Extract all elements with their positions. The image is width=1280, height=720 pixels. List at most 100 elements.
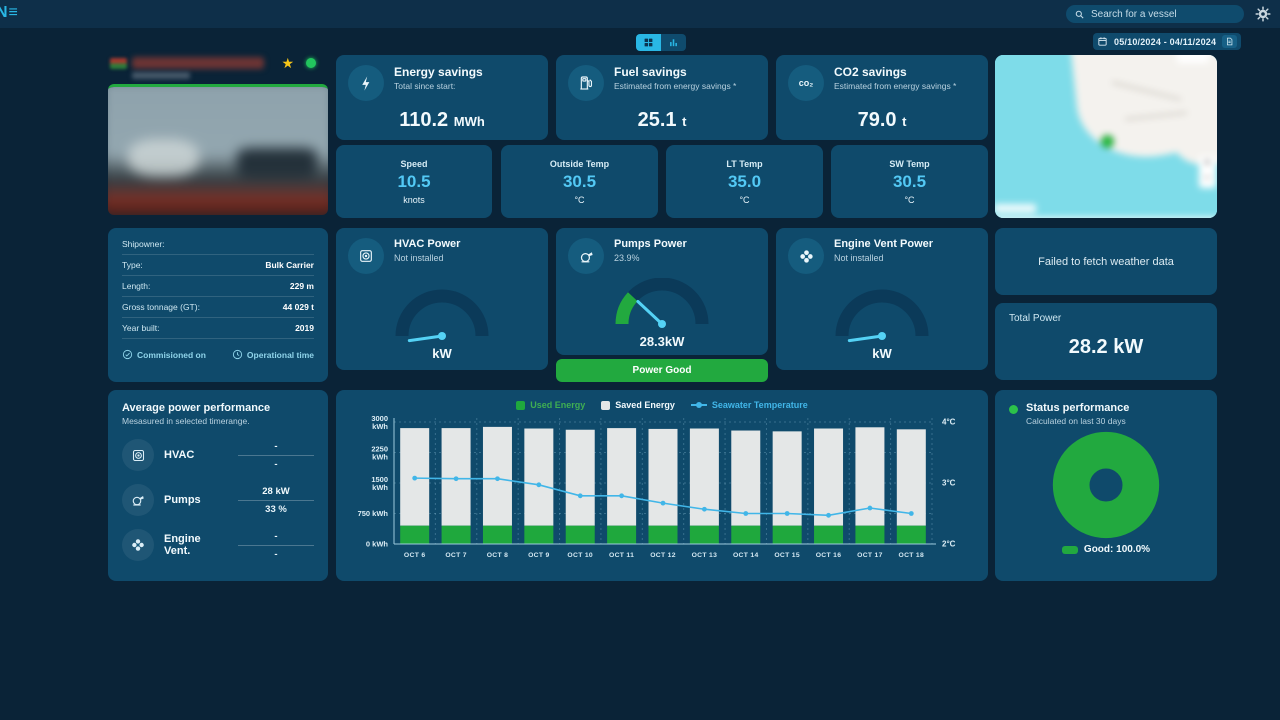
kpi-subtitle: Estimated from energy savings * bbox=[614, 81, 737, 91]
avg-row-value1: - bbox=[238, 441, 314, 456]
vessel-photo-blurred bbox=[108, 87, 328, 215]
pump-icon bbox=[122, 484, 154, 516]
svg-text:4°C: 4°C bbox=[942, 418, 956, 427]
app-logo: N≡ bbox=[0, 4, 19, 21]
fan-icon bbox=[788, 238, 824, 274]
date-range-picker[interactable]: 05/10/2024 - 04/11/2024 bbox=[1093, 33, 1242, 50]
svg-text:OCT 7: OCT 7 bbox=[445, 552, 467, 559]
top-bar: N≡ bbox=[0, 0, 1280, 28]
map-attribution bbox=[995, 217, 1217, 218]
avg-row-value2: - bbox=[274, 458, 278, 470]
tile-label: LT Temp bbox=[726, 158, 763, 169]
avg-row-label: Pumps bbox=[164, 494, 201, 506]
fan-icon bbox=[122, 529, 154, 561]
clock-icon bbox=[232, 349, 243, 360]
kpi-subtitle: Estimated from energy savings * bbox=[834, 81, 957, 91]
vessel-online-status-dot bbox=[306, 58, 316, 68]
commissioned-on-link[interactable]: Commisioned on bbox=[122, 349, 206, 360]
kpi-title: CO2 savings bbox=[834, 65, 907, 79]
report-button[interactable] bbox=[1222, 35, 1238, 48]
power-good-banner: Power Good bbox=[556, 359, 768, 382]
energy-bolt-icon bbox=[348, 65, 384, 101]
vessel-header: ★ bbox=[108, 54, 328, 81]
vessel-name-redacted bbox=[132, 57, 264, 69]
svg-text:OCT 15: OCT 15 bbox=[774, 552, 800, 559]
energy-chart-panel: Used Energy Saved Energy Seawater Temper… bbox=[336, 390, 988, 581]
grid-icon bbox=[643, 37, 654, 48]
speed-tile: Speed 10.5 knots bbox=[336, 145, 492, 218]
tile-value: 30.5 bbox=[892, 171, 927, 191]
favorite-star-icon[interactable]: ★ bbox=[281, 55, 294, 71]
map-zoom-control[interactable]: + − bbox=[1198, 156, 1216, 189]
status-title: Status performance bbox=[1026, 402, 1130, 414]
pumps-gauge bbox=[615, 278, 709, 328]
hvac-gauge bbox=[395, 289, 489, 343]
svg-text:OCT 16: OCT 16 bbox=[816, 552, 842, 559]
tile-value: 10.5 bbox=[397, 171, 431, 191]
outside-temp-tile: Outside Temp 30.5 °C bbox=[501, 145, 658, 218]
map-blurred-content: + − bbox=[995, 55, 1217, 218]
gauge-title: Pumps Power bbox=[614, 238, 687, 250]
tile-value: 35.0 bbox=[727, 171, 762, 191]
engine-vent-power-card: Engine Vent Power Not installed kW bbox=[776, 228, 988, 370]
ship-info-value: Bulk Carrier bbox=[265, 260, 314, 270]
search-icon bbox=[1074, 9, 1085, 20]
svg-text:OCT 9: OCT 9 bbox=[528, 552, 550, 559]
tile-unit: °C bbox=[574, 194, 585, 205]
gauge-subtitle: Not installed bbox=[394, 253, 444, 263]
ship-info-value: 229 m bbox=[289, 281, 314, 291]
avg-row-engine-vent: Engine Vent. - - bbox=[122, 529, 314, 561]
legend-saved-energy[interactable]: Saved Energy bbox=[601, 400, 675, 410]
sw-temp-tile: SW Temp 30.5 °C bbox=[831, 145, 988, 218]
kpi-value: 25.1 t bbox=[637, 109, 687, 131]
pump-icon bbox=[568, 238, 604, 274]
vessel-position-map[interactable]: + − bbox=[995, 55, 1217, 218]
svg-text:OCT 10: OCT 10 bbox=[567, 552, 593, 559]
legend-seawater-temperature[interactable]: Seawater Temperature bbox=[690, 400, 808, 410]
chart-view-button[interactable] bbox=[661, 34, 686, 51]
chart-legend: Used Energy Saved Energy Seawater Temper… bbox=[348, 398, 976, 412]
status-legend: Good: 100.0% bbox=[1009, 544, 1203, 555]
grid-view-button[interactable] bbox=[636, 34, 661, 51]
ship-info-label: Shipowner: bbox=[122, 239, 165, 249]
avg-row-label: HVAC bbox=[164, 449, 195, 461]
avg-power-title: Average power performance bbox=[122, 402, 271, 414]
engine-vent-gauge bbox=[835, 289, 929, 343]
avg-row-value2: 33 % bbox=[265, 503, 287, 515]
svg-text:OCT 8: OCT 8 bbox=[487, 552, 509, 559]
ship-info-label: Type: bbox=[122, 260, 143, 270]
map-layers-control[interactable] bbox=[1177, 55, 1210, 63]
good-label: Good: 100.0% bbox=[1083, 544, 1151, 555]
svg-text:3°C: 3°C bbox=[942, 479, 956, 488]
settings-gear-icon[interactable] bbox=[1254, 5, 1272, 23]
search-input[interactable] bbox=[1091, 8, 1236, 20]
avg-power-subtitle: Mesasured in selected timerange. bbox=[122, 416, 250, 426]
svg-text:OCT 6: OCT 6 bbox=[404, 552, 426, 559]
svg-text:OCT 11: OCT 11 bbox=[609, 552, 634, 559]
tile-unit: °C bbox=[739, 194, 750, 205]
tile-label: Speed bbox=[400, 158, 428, 169]
weather-panel: Failed to fetch weather data bbox=[995, 228, 1217, 295]
gauge-value: kW bbox=[872, 346, 892, 361]
fuel-savings-card: Fuel savings Estimated from energy savin… bbox=[556, 55, 768, 140]
tile-label: Outside Temp bbox=[549, 158, 610, 169]
avg-power-panel: Average power performance Mesasured in s… bbox=[108, 390, 328, 581]
avg-row-pumps: Pumps 28 kW 33 % bbox=[122, 484, 314, 516]
vessel-search[interactable] bbox=[1066, 5, 1244, 23]
energy-bar-chart: 3000 kWh 2250 kWh 1500 kWh 750 kWh 0 kWh 2°C 3°C 4… bbox=[358, 414, 956, 559]
svg-text:OCT 13: OCT 13 bbox=[692, 552, 718, 559]
svg-text:750 kWh: 750 kWh bbox=[358, 509, 389, 518]
fuel-pump-icon bbox=[568, 65, 604, 101]
map-scale-bar bbox=[995, 204, 1037, 214]
status-donut bbox=[1009, 430, 1203, 540]
tile-unit: °C bbox=[904, 194, 915, 205]
vessel-photo bbox=[108, 84, 328, 215]
operational-time-link[interactable]: Operational time bbox=[232, 349, 314, 360]
legend-used-energy[interactable]: Used Energy bbox=[516, 400, 585, 410]
svg-text:2°C: 2°C bbox=[942, 540, 956, 549]
date-range-text: 05/10/2024 - 04/11/2024 bbox=[1114, 36, 1217, 47]
kpi-subtitle: Total since start: bbox=[394, 81, 456, 91]
kpi-title: Fuel savings bbox=[614, 65, 687, 79]
